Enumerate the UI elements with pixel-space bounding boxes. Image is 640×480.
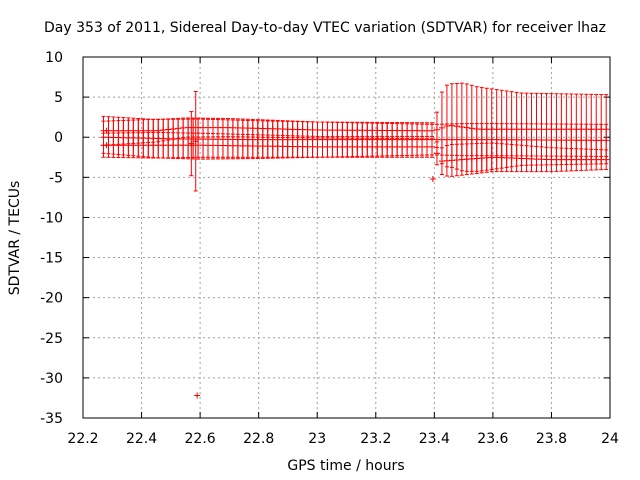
y-tick-label: -10 bbox=[40, 210, 63, 226]
x-tick-label: 23.4 bbox=[419, 431, 450, 447]
x-tick-label: 23 bbox=[308, 431, 326, 447]
chart-title: Day 353 of 2011, Sidereal Day-to-day VTE… bbox=[44, 20, 606, 36]
y-tick-label: 0 bbox=[54, 130, 63, 146]
x-tick-label: 22.6 bbox=[185, 431, 216, 447]
x-tick-label: 22.2 bbox=[67, 431, 98, 447]
data-point bbox=[188, 140, 195, 147]
data-point bbox=[603, 156, 610, 163]
y-tick-label: 5 bbox=[54, 90, 63, 106]
y-tick-label: -35 bbox=[40, 411, 63, 427]
x-tick-label: 24 bbox=[601, 431, 619, 447]
axis-ticks bbox=[82, 56, 611, 419]
x-tick-label: 22.4 bbox=[126, 431, 157, 447]
x-tick-label: 23.6 bbox=[477, 431, 508, 447]
y-tick-label: -20 bbox=[40, 291, 63, 307]
data-point bbox=[429, 175, 436, 182]
y-tick-label: -25 bbox=[40, 331, 63, 347]
data-point bbox=[103, 142, 110, 149]
y-tick-label: -5 bbox=[49, 170, 63, 186]
data-point bbox=[603, 137, 610, 144]
x-tick-label: 23.8 bbox=[536, 431, 567, 447]
y-tick-label: -15 bbox=[40, 251, 63, 267]
data-series bbox=[100, 82, 610, 399]
x-tick-label: 23.2 bbox=[360, 431, 391, 447]
x-axis-label: GPS time / hours bbox=[287, 458, 404, 474]
y-tick-label: -30 bbox=[40, 371, 63, 387]
series-lower bbox=[100, 131, 610, 177]
x-tick-labels: 22.2 22.4 22.6 22.8 23 23.2 23.4 23.6 23.8 24 bbox=[67, 431, 619, 447]
grid bbox=[83, 57, 610, 418]
x-tick-label: 22.8 bbox=[243, 431, 274, 447]
data-point bbox=[428, 143, 435, 150]
series-extra-points bbox=[103, 90, 436, 399]
data-point bbox=[103, 127, 110, 134]
data-point bbox=[433, 150, 440, 157]
y-tick-labels: 10 5 0 -5 -10 -15 -20 -25 -30 -35 bbox=[40, 50, 63, 427]
data-point bbox=[194, 392, 201, 399]
y-axis-label: SDTVAR / TECUs bbox=[7, 181, 23, 296]
y-tick-label: 10 bbox=[45, 50, 63, 66]
plot-frame bbox=[82, 56, 611, 419]
data-point bbox=[192, 138, 199, 145]
series-middle bbox=[100, 118, 610, 160]
